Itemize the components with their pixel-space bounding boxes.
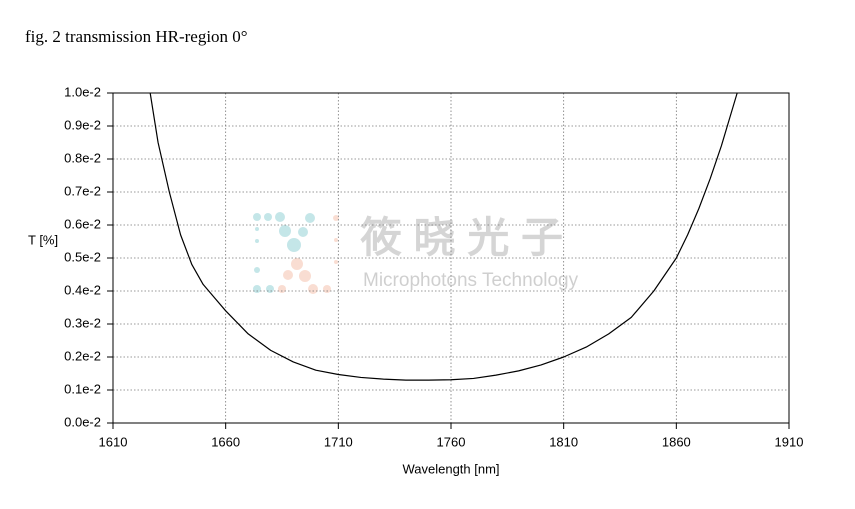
y-tick-label: 1.0e-2 (64, 84, 101, 99)
watermark: 筱 晓 光 子 Microphotons Technology (253, 212, 579, 294)
x-tick-label: 1610 (99, 434, 128, 449)
watermark-subtitle: Microphotons Technology (363, 270, 579, 291)
y-tick-label: 0.9e-2 (64, 117, 101, 132)
x-tick-label: 1810 (549, 434, 578, 449)
x-tick-label: 1860 (662, 434, 691, 449)
y-tick-label: 0.2e-2 (64, 348, 101, 363)
watermark-logo (278, 215, 339, 294)
x-tick-label: 1910 (775, 434, 804, 449)
data-line (149, 92, 738, 381)
y-tick-label: 0.6e-2 (64, 216, 101, 231)
y-tick-label: 0.4e-2 (64, 282, 101, 297)
y-tick-label: 0.3e-2 (64, 315, 101, 330)
x-tick-label: 1710 (324, 434, 353, 449)
watermark-logo (253, 212, 315, 293)
plot-frame (112, 92, 790, 424)
x-axis-label: Wavelength [nm] (402, 461, 499, 476)
x-tick-label: 1660 (211, 434, 240, 449)
y-tick-label: 0.5e-2 (64, 249, 101, 264)
y-tick-label: 0.8e-2 (64, 150, 101, 165)
y-tick-label: 0.7e-2 (64, 183, 101, 198)
y-tick-label: 0.0e-2 (64, 414, 101, 429)
y-tick-label: 0.1e-2 (64, 381, 101, 396)
watermark-name: 筱 晓 光 子 (360, 214, 563, 261)
y-axis-label: T [%] (28, 232, 58, 247)
chart-title: fig. 2 transmission HR-region 0° (25, 27, 248, 46)
x-tick-label: 1760 (437, 434, 466, 449)
